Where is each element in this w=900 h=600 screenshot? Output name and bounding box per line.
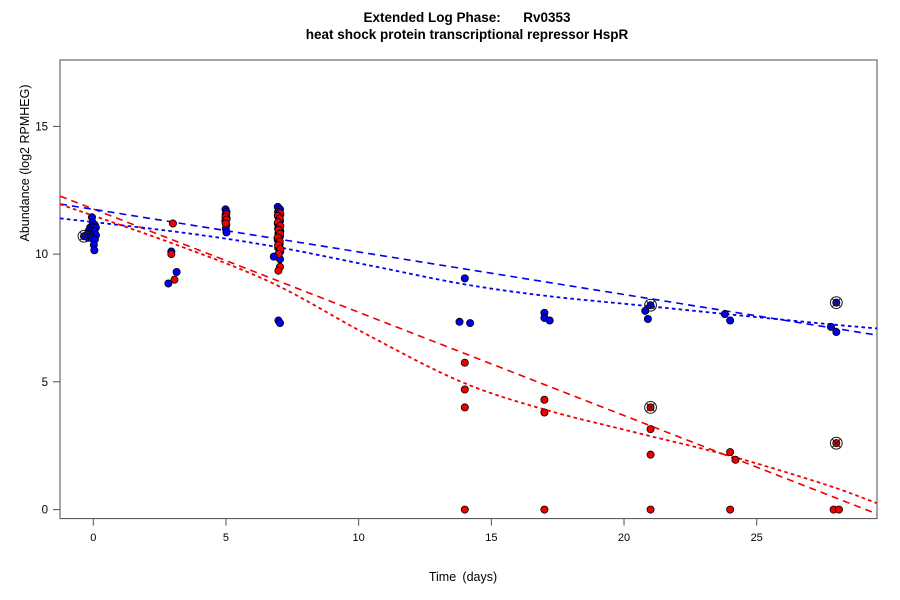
svg-text:15: 15 bbox=[485, 532, 497, 544]
svg-text:15: 15 bbox=[35, 121, 48, 133]
svg-text:25: 25 bbox=[751, 532, 763, 544]
svg-text:0: 0 bbox=[42, 505, 48, 517]
svg-text:0: 0 bbox=[90, 532, 96, 544]
svg-text:20: 20 bbox=[618, 532, 630, 544]
svg-text:10: 10 bbox=[35, 249, 48, 261]
svg-text:5: 5 bbox=[223, 532, 229, 544]
svg-text:5: 5 bbox=[42, 377, 48, 389]
svg-text:10: 10 bbox=[353, 532, 365, 544]
